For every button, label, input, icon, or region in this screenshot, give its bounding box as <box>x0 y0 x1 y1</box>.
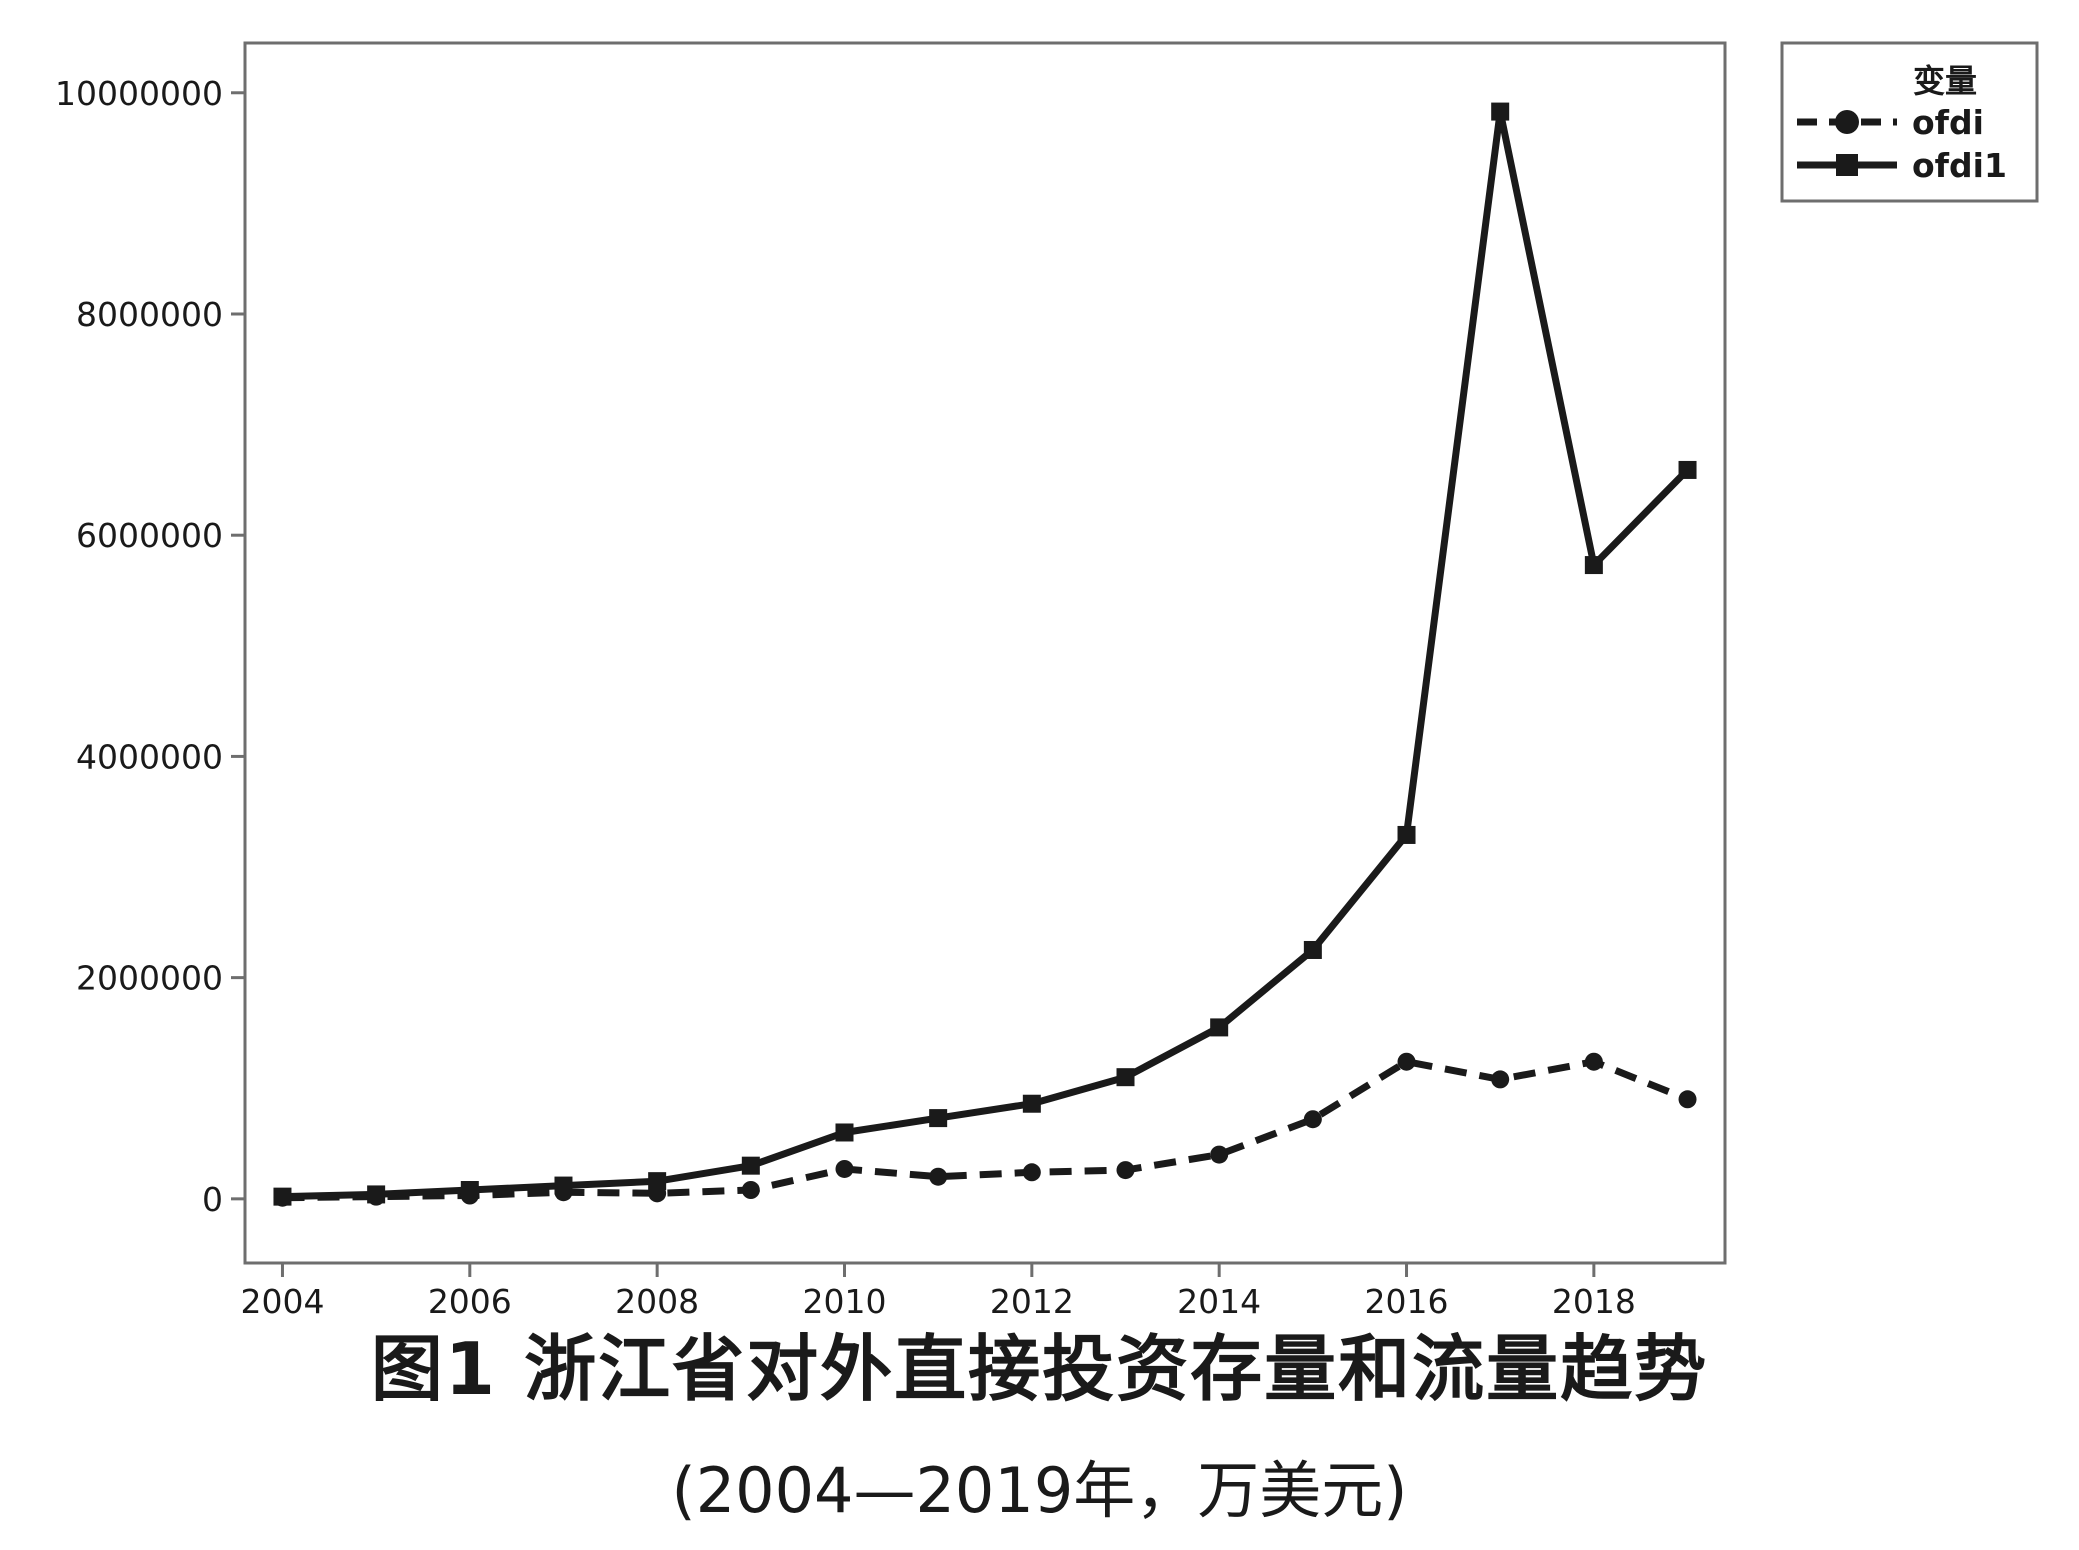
x-tick-label: 2006 <box>428 1282 512 1320</box>
legend-label-ofdi1: ofdi1 <box>1912 146 2007 185</box>
x-tick-label: 2016 <box>1365 1282 1449 1320</box>
x-axis: 2004 2006 2008 2010 2012 2014 2016 2018 <box>240 1263 1636 1320</box>
legend-title: 变量 <box>1913 62 1977 100</box>
x-tick-label: 2018 <box>1552 1282 1636 1320</box>
x-tick-label: 2004 <box>240 1282 324 1320</box>
legend-marker-ofdi1 <box>1836 154 1858 176</box>
point-ofdi1-2018 <box>1584 556 1603 575</box>
y-axis: 0 2000000 4000000 6000000 8000000 10000000 <box>55 74 245 1219</box>
point-ofdi-2009 <box>741 1180 760 1199</box>
point-ofdi-2010 <box>835 1159 854 1178</box>
point-ofdi1-2019 <box>1678 460 1697 479</box>
point-ofdi1-2006 <box>460 1180 479 1199</box>
x-tick-label: 2012 <box>990 1282 1074 1320</box>
point-ofdi1-2010 <box>835 1123 854 1142</box>
point-ofdi1-2008 <box>648 1172 667 1191</box>
legend-marker-ofdi <box>1835 110 1859 134</box>
point-ofdi1-2009 <box>741 1156 760 1175</box>
plot-frame <box>243 41 1727 1265</box>
point-ofdi-2012 <box>1022 1163 1041 1182</box>
chart: 0 2000000 4000000 6000000 8000000 10000000 20… <box>55 41 2039 1320</box>
point-ofdi-2011 <box>929 1167 948 1186</box>
y-tick-label: 2000000 <box>76 959 223 998</box>
point-ofdi-2018 <box>1584 1052 1603 1071</box>
point-ofdi1-2017 <box>1491 102 1510 121</box>
y-tick-label: 8000000 <box>76 295 223 334</box>
point-ofdi-2015 <box>1303 1110 1322 1129</box>
x-tick-label: 2008 <box>615 1282 699 1320</box>
chart-title: 图1 浙江省对外直接投资存量和流量趋势 <box>370 1327 1709 1411</box>
point-ofdi1-2004 <box>273 1187 292 1206</box>
series-line-ofdi <box>282 1058 1689 1202</box>
point-ofdi1-2007 <box>554 1176 573 1195</box>
legend-box <box>1780 41 2039 203</box>
point-ofdi1-2011 <box>929 1109 948 1128</box>
point-ofdi1-2016 <box>1397 825 1416 844</box>
x-tick-label: 2014 <box>1177 1282 1261 1320</box>
legend: 变量 ofdi ofdi1 <box>1780 41 2039 203</box>
point-ofdi-2016 <box>1397 1052 1416 1071</box>
x-tick-label: 2010 <box>803 1282 887 1320</box>
point-ofdi1-2012 <box>1022 1094 1041 1113</box>
series-line-ofdi1 <box>282 108 1690 1201</box>
point-ofdi-2013 <box>1116 1161 1135 1180</box>
point-ofdi1-2014 <box>1210 1018 1229 1037</box>
legend-label-ofdi: ofdi <box>1912 103 1984 142</box>
point-ofdi-2017 <box>1491 1070 1510 1089</box>
chart-subtitle: (2004—2019年，万美元) <box>671 1454 1408 1527</box>
point-ofdi-2014 <box>1210 1145 1229 1164</box>
series-layer <box>273 102 1697 1207</box>
point-ofdi-2019 <box>1678 1090 1697 1109</box>
point-ofdi1-2013 <box>1116 1068 1135 1087</box>
point-ofdi1-2005 <box>367 1185 386 1204</box>
y-tick-label: 4000000 <box>76 737 223 776</box>
y-tick-label: 0 <box>202 1180 223 1219</box>
y-tick-label: 10000000 <box>55 74 223 113</box>
y-tick-label: 6000000 <box>76 516 223 555</box>
point-ofdi1-2015 <box>1303 940 1322 959</box>
